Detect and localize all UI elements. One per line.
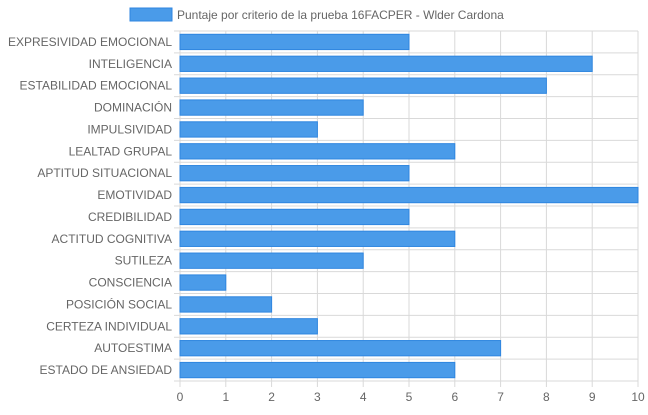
bar[interactable]	[179, 55, 593, 72]
category-label: AUTOESTIMA	[94, 341, 172, 355]
category-label: CONSCIENCIA	[89, 276, 172, 290]
bar[interactable]	[179, 361, 456, 379]
x-tick-label: 10	[631, 390, 645, 404]
x-tick-label: 3	[314, 390, 321, 404]
bar[interactable]	[179, 340, 502, 357]
category-label: CREDIBILIDAD	[88, 210, 172, 224]
category-label: EMOTIVIDAD	[97, 188, 172, 202]
bar[interactable]	[179, 318, 318, 335]
category-label: EXPRESIVIDAD EMOCIONAL	[8, 35, 172, 49]
bar[interactable]	[179, 230, 456, 247]
category-label: INTELIGENCIA	[89, 57, 172, 71]
category-label: DOMINACIÓN	[94, 100, 172, 115]
bar[interactable]	[179, 165, 410, 182]
bar[interactable]	[179, 296, 273, 313]
x-tick-label: 9	[589, 390, 596, 404]
bar[interactable]	[179, 274, 227, 291]
category-label: ESTADO DE ANSIEDAD	[40, 363, 173, 377]
bar[interactable]	[179, 121, 318, 138]
category-label: LEALTAD GRUPAL	[69, 144, 173, 158]
bar[interactable]	[179, 252, 364, 269]
x-tick-label: 1	[222, 390, 229, 404]
x-tick-label: 5	[406, 390, 413, 404]
bar[interactable]	[179, 186, 639, 204]
legend-swatch[interactable]	[129, 7, 173, 22]
legend[interactable]: Puntaje por criterio de la prueba 16FACP…	[129, 7, 504, 22]
category-label: SUTILEZA	[115, 254, 172, 268]
category-label: CERTEZA INDIVIDUAL	[46, 319, 172, 333]
category-label: ESTABILIDAD EMOCIONAL	[20, 79, 173, 93]
category-label: ACTITUD COGNITIVA	[52, 232, 172, 246]
bars	[179, 33, 639, 379]
category-label: APTITUD SITUACIONAL	[37, 166, 172, 180]
category-label: POSICIÓN SOCIAL	[66, 296, 172, 311]
x-tick-label: 8	[543, 390, 550, 404]
bar[interactable]	[179, 99, 364, 116]
x-axis-ticks: 0 1 2 3 4 5 6 7 8 9 10	[177, 390, 645, 404]
category-labels: EXPRESIVIDAD EMOCIONAL INTELIGENCIA ESTABI…	[8, 35, 172, 377]
x-tick-label: 7	[497, 390, 504, 404]
bar[interactable]	[179, 143, 456, 160]
bar[interactable]	[179, 77, 547, 94]
category-label: IMPULSIVIDAD	[87, 122, 172, 136]
x-tick-label: 6	[451, 390, 458, 404]
x-tick-label: 4	[360, 390, 367, 404]
legend-label[interactable]: Puntaje por criterio de la prueba 16FACP…	[177, 8, 504, 22]
bar[interactable]	[179, 208, 410, 226]
bar[interactable]	[179, 33, 410, 51]
x-tick-label: 2	[268, 390, 275, 404]
x-tick-label: 0	[177, 390, 184, 404]
